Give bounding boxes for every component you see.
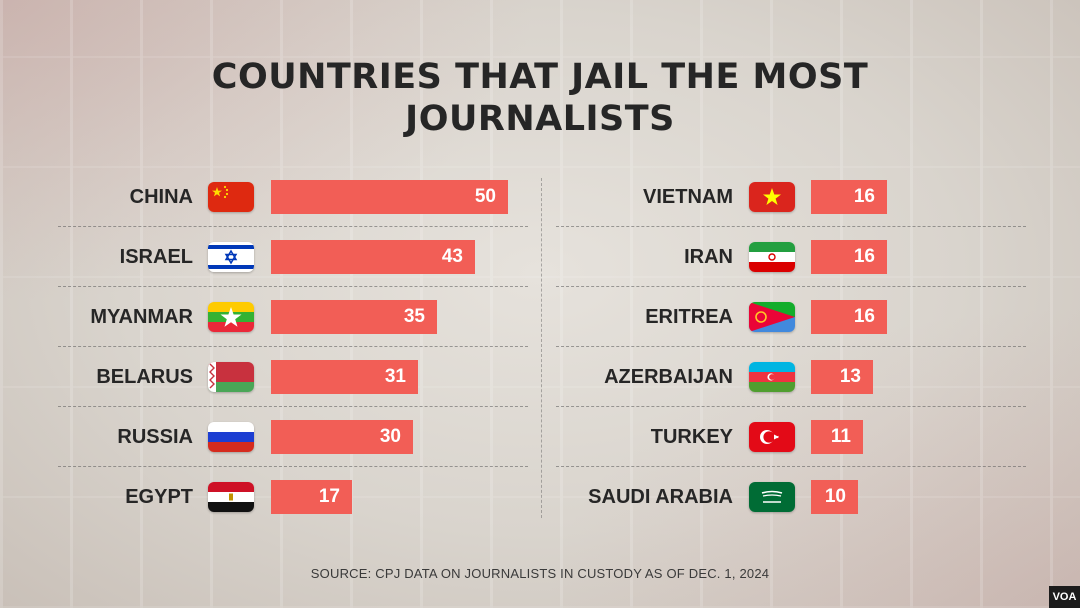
data-label-myanmar: 35	[403, 306, 425, 327]
egypt-flag-icon	[208, 482, 254, 512]
bar-belarus	[271, 360, 418, 394]
category-label-azerbaijan: AZERBAIJAN	[604, 366, 733, 388]
bar-china	[271, 180, 508, 214]
category-label-saudi-arabia: SAUDI ARABIA	[588, 486, 733, 508]
source-note: SOURCE: CPJ DATA ON JOURNALISTS IN CUSTO…	[310, 566, 770, 581]
turkey-flag-icon	[749, 422, 795, 452]
row-separator	[556, 466, 1026, 467]
data-label-vietnam: 16	[853, 186, 875, 207]
bar-egypt	[271, 480, 352, 514]
row-separator	[556, 286, 1026, 287]
israel-flag-icon	[208, 242, 254, 272]
bar-russia	[271, 420, 413, 454]
row-separator	[58, 406, 528, 407]
category-label-israel: ISRAEL	[119, 246, 193, 268]
category-label-egypt: EGYPT	[125, 486, 193, 508]
bar-vietnam	[811, 180, 887, 214]
bar-eritrea	[811, 300, 887, 334]
category-label-turkey: TURKEY	[650, 426, 733, 448]
row-separator	[58, 466, 528, 467]
row-separator	[58, 346, 528, 347]
russia-flag-icon	[208, 422, 254, 452]
row-separator	[556, 406, 1026, 407]
myanmar-flag-icon	[208, 302, 254, 332]
iran-flag-icon	[749, 242, 795, 272]
saudi-arabia-flag-icon	[749, 482, 795, 512]
data-label-belarus: 31	[384, 366, 406, 387]
china-flag-icon	[208, 182, 254, 212]
bar-israel	[271, 240, 475, 274]
row-separator	[58, 286, 528, 287]
category-label-iran: IRAN	[684, 246, 733, 268]
category-label-china: CHINA	[129, 186, 193, 208]
azerbaijan-flag-icon	[749, 362, 795, 392]
category-label-belarus: BELARUS	[96, 366, 193, 388]
row-separator	[58, 226, 528, 227]
data-label-russia: 30	[379, 426, 401, 447]
data-label-china: 50	[474, 186, 496, 207]
category-label-myanmar: MYANMAR	[90, 306, 193, 328]
voa-watermark: VOA	[1049, 586, 1080, 608]
row-separator	[556, 226, 1026, 227]
bar-azerbaijan	[811, 360, 873, 394]
category-label-eritrea: ERITREA	[645, 306, 733, 328]
bar-saudi-arabia	[811, 480, 858, 514]
data-label-eritrea: 16	[853, 306, 875, 327]
bar-turkey	[811, 420, 863, 454]
data-label-iran: 16	[853, 246, 875, 267]
data-label-egypt: 17	[318, 486, 340, 507]
data-label-saudi-arabia: 10	[824, 486, 846, 507]
data-label-turkey: 11	[830, 426, 851, 447]
bar-myanmar	[271, 300, 437, 334]
row-separator	[556, 346, 1026, 347]
eritrea-flag-icon	[749, 302, 795, 332]
data-label-azerbaijan: 13	[839, 366, 861, 387]
vietnam-flag-icon	[749, 182, 795, 212]
category-label-vietnam: VIETNAM	[643, 186, 733, 208]
chart-title: COUNTRIES THAT JAIL THE MOST JOURNALISTS	[211, 57, 869, 139]
belarus-flag-icon	[208, 362, 254, 392]
data-label-israel: 43	[441, 246, 463, 267]
bar-iran	[811, 240, 887, 274]
category-label-russia: RUSSIA	[117, 426, 193, 448]
column-divider	[541, 178, 542, 518]
